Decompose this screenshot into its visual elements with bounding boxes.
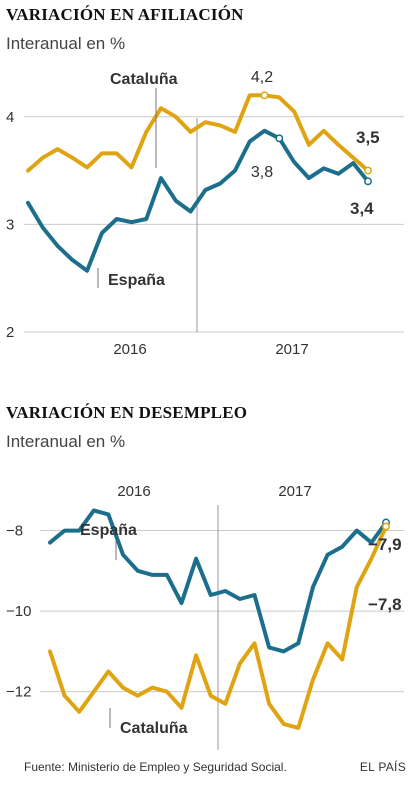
- y-tick-label: −12: [6, 684, 31, 701]
- annotation-marker: [275, 134, 284, 143]
- annotation-marker: [364, 166, 372, 175]
- series-line-espana: [26, 128, 370, 273]
- data-label: 3,8: [251, 164, 273, 181]
- x-tick-label: 2016: [117, 483, 150, 500]
- y-tick-label: −8: [6, 523, 23, 540]
- annotation-marker: [382, 522, 390, 531]
- chart1-subtitle: Interanual en %: [6, 34, 126, 53]
- chart2-subtitle: Interanual en %: [6, 432, 126, 451]
- series-line-espana: [48, 508, 388, 654]
- data-label: 3,4: [350, 199, 374, 218]
- chart2-title: VARIACIÓN EN DESEMPLEO: [6, 403, 248, 422]
- data-label: 3,5: [356, 128, 380, 147]
- y-tick-label: 2: [6, 324, 14, 341]
- y-tick-label: 3: [6, 216, 14, 233]
- series-label: España: [80, 522, 137, 539]
- data-label: 4,2: [251, 69, 273, 86]
- brand-label: EL PAÍS: [359, 760, 406, 774]
- x-tick-label: 2017: [278, 483, 311, 500]
- chart1-title: VARIACIÓN EN AFILIACIÓN: [6, 5, 244, 24]
- chart1-plot: 2 3 4 2016 2017 Cataluña España 4,2 3,8 3,5 3,4: [6, 69, 404, 358]
- annotation-marker: [260, 91, 269, 100]
- series-label: Cataluña: [120, 720, 188, 737]
- source-note: Fuente: Ministerio de Empleo y Seguridad…: [24, 760, 287, 774]
- series-label: Cataluña: [110, 71, 178, 88]
- y-tick-label: −10: [6, 603, 31, 620]
- x-tick-label: 2016: [113, 341, 146, 358]
- y-tick-label: 4: [6, 109, 14, 126]
- series-line-cataluna: [26, 93, 370, 173]
- series-label: España: [108, 272, 165, 289]
- data-label: −7,9: [368, 535, 402, 554]
- x-tick-label: 2017: [275, 341, 308, 358]
- series-line-cataluna: [48, 524, 388, 730]
- annotation-marker: [364, 177, 372, 186]
- data-label: −7,8: [368, 595, 402, 614]
